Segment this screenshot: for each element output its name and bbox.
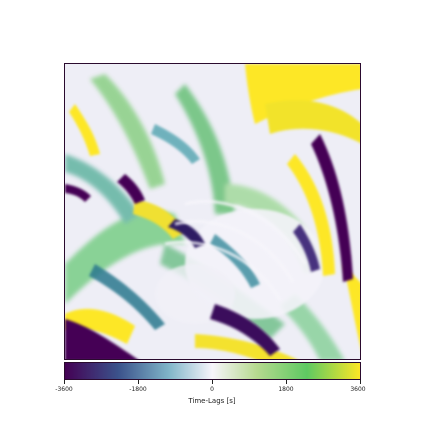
colorbar-title: Time-Lags [s] xyxy=(188,397,235,405)
colorbar-tick-label: 1800 xyxy=(278,386,293,393)
colorbar-tick xyxy=(286,380,287,384)
time-lag-map-image xyxy=(65,64,361,360)
colorbar-tick xyxy=(360,380,361,384)
colorbar-tick xyxy=(212,380,213,384)
colorbar-tick-label: 3600 xyxy=(350,386,365,393)
colorbar-tick-label: -1800 xyxy=(129,386,146,393)
colorbar-tick-label: 0 xyxy=(210,386,214,393)
colorbar-tick xyxy=(138,380,139,384)
colorbar xyxy=(64,362,361,380)
colorbar-tick xyxy=(64,380,65,384)
colorbar-tick-label: -3600 xyxy=(55,386,72,393)
time-lag-map xyxy=(64,63,361,360)
